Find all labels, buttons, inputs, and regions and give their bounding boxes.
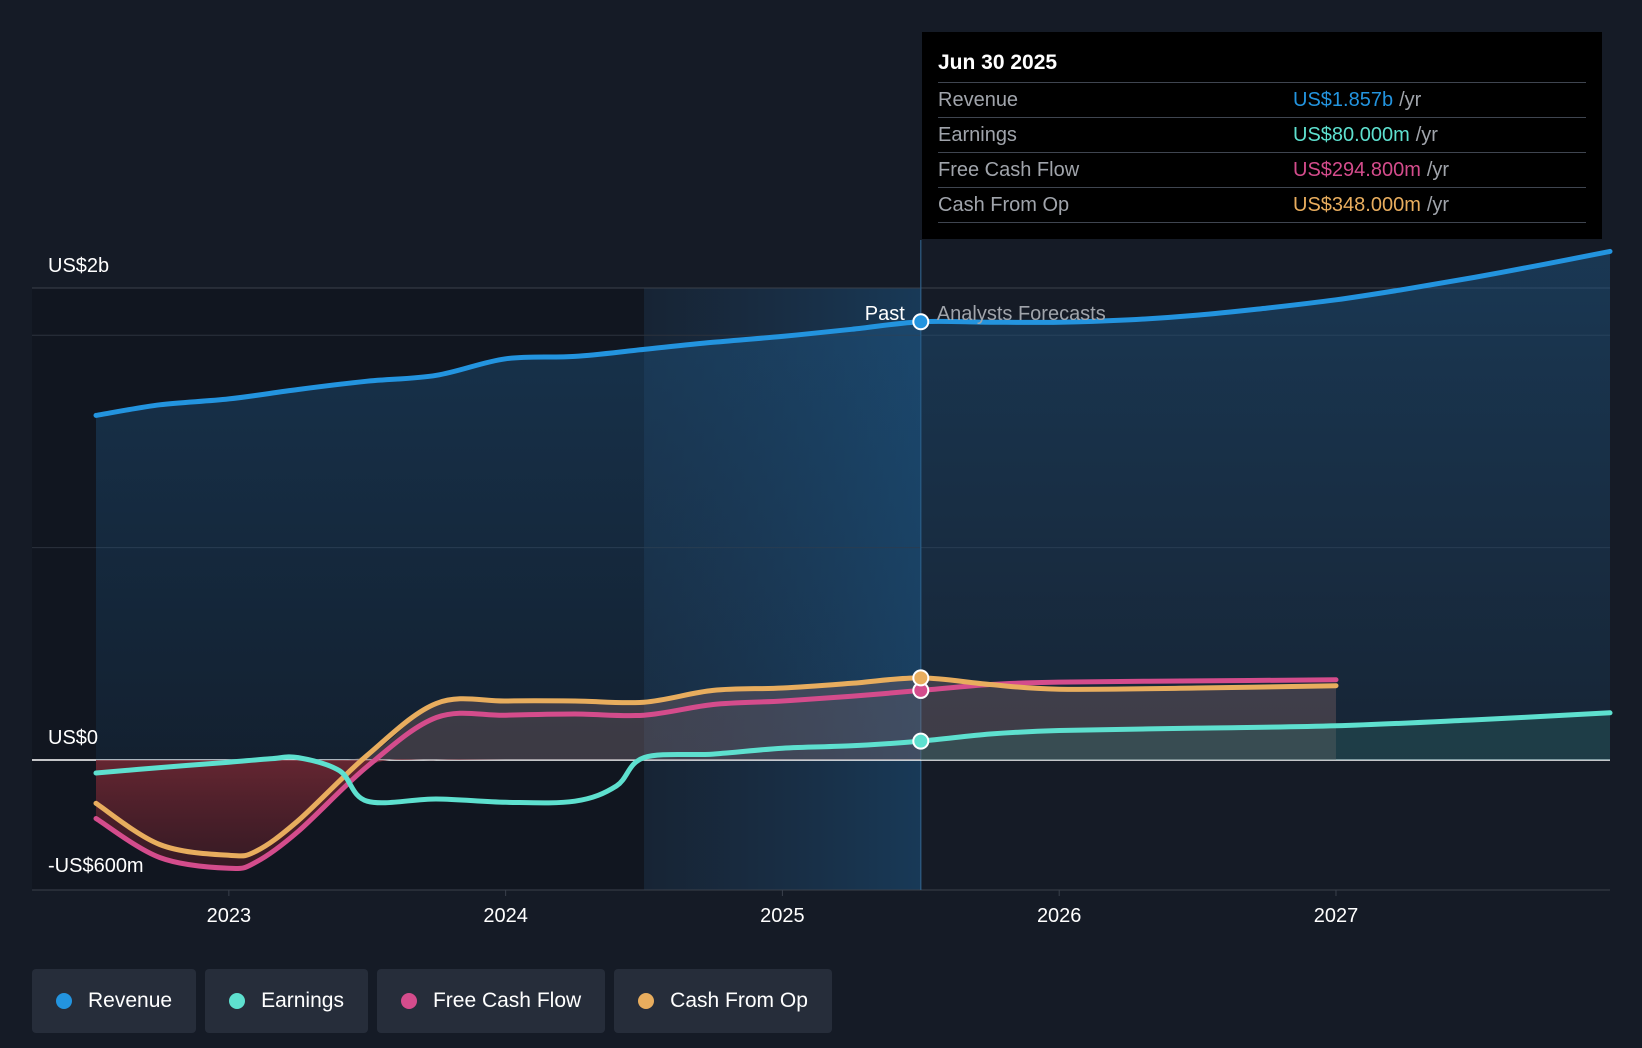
legend-item-cash-from-op[interactable]: Cash From Op (614, 969, 832, 1033)
tooltip-row-revenue: Revenue US$1.857b /yr (938, 82, 1586, 117)
tooltip-unit: /yr (1415, 123, 1438, 146)
cash-positive-area (96, 677, 1336, 761)
cash-from-op-line (93, 675, 1339, 859)
series-fills (96, 251, 1610, 869)
series-lines (93, 248, 1613, 872)
tooltip-row-free-cash-flow: Free Cash Flow US$294.800m /yr (938, 152, 1586, 187)
cash-negative-area (96, 759, 1336, 869)
x-axis-tick-label: 2026 (1037, 905, 1082, 927)
legend-dot-icon (229, 993, 246, 1009)
tooltip-value: US$1.857b (1293, 88, 1394, 111)
legend-label: Revenue (88, 989, 173, 1012)
tooltip-unit: /yr (1426, 193, 1450, 216)
x-axis-tick-label: 2023 (207, 905, 252, 927)
hover-tooltip: Jun 30 2025 Revenue US$1.857b /yr Earnin… (922, 32, 1602, 239)
x-axis-tick-label: 2027 (1314, 905, 1359, 927)
legend-item-revenue[interactable]: Revenue (32, 969, 197, 1033)
past-label: Past (865, 303, 905, 325)
series-markers (912, 313, 930, 750)
y-axis-label-top: US$2b (48, 255, 109, 277)
tooltip-label: Cash From Op (938, 193, 1070, 216)
tooltip-value: US$80.000m (1293, 123, 1410, 146)
revenue-line (93, 248, 1613, 418)
legend-label: Free Cash Flow (432, 989, 582, 1012)
tooltip-value: US$294.800m (1293, 158, 1421, 181)
legend-item-free-cash-flow[interactable]: Free Cash Flow (376, 969, 606, 1033)
tooltip-row-cash-from-op: Cash From Op US$348.000m /yr (938, 187, 1586, 223)
tooltip-unit: /yr (1399, 88, 1422, 111)
tooltip-row-earnings: Earnings US$80.000m /yr (938, 117, 1586, 152)
y-axis-label-bottom: -US$600m (48, 855, 144, 877)
tooltip-date: Jun 30 2025 (938, 51, 1058, 74)
earnings-marker (912, 732, 930, 750)
cash-from-op-marker (912, 669, 930, 687)
legend-dot-icon (638, 993, 655, 1009)
tooltip-value: US$348.000m (1293, 193, 1421, 216)
earnings-line (93, 710, 1613, 806)
y-axis-label-zero: US$0 (48, 727, 98, 749)
tooltip-label: Earnings (938, 123, 1017, 146)
tooltip-label: Free Cash Flow (938, 158, 1080, 181)
chart-legend: Revenue Earnings Free Cash Flow Cash Fro… (32, 969, 832, 1033)
legend-dot-icon (56, 993, 72, 1009)
tooltip-unit: /yr (1426, 158, 1450, 181)
free-cash-flow-line (93, 677, 1339, 872)
x-axis-tick-label: 2025 (760, 905, 805, 927)
tooltip-label: Revenue (938, 88, 1019, 111)
legend-dot-icon (400, 993, 417, 1009)
revenue-area (96, 251, 1610, 760)
legend-label: Earnings (261, 989, 344, 1012)
legend-item-earnings[interactable]: Earnings (205, 969, 368, 1033)
x-axis-tick-label: 2024 (483, 905, 528, 927)
revenue-marker (912, 313, 930, 331)
earnings-forecast-area (920, 712, 1610, 760)
axis-labels: US$2b US$0 -US$600m Past Analysts Forecasts 2… (48, 255, 1358, 927)
forecast-label: Analysts Forecasts (937, 303, 1106, 325)
legend-label: Cash From Op (670, 989, 808, 1012)
